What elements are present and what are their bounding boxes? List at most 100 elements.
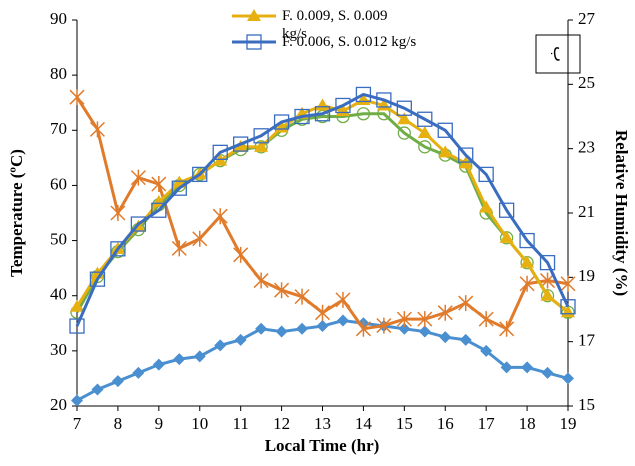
marker (499, 230, 514, 243)
marker (458, 295, 474, 312)
marker (459, 333, 472, 346)
marker (541, 366, 554, 379)
marker (417, 126, 432, 139)
x-tick-label: 11 (232, 414, 248, 433)
x-tick-label: 10 (191, 414, 208, 433)
marker (417, 311, 433, 328)
x-tick-label: 7 (73, 414, 82, 433)
marker (396, 100, 412, 116)
marker (152, 358, 165, 371)
marker (437, 304, 453, 321)
marker (439, 331, 452, 344)
series-line (75, 98, 569, 314)
marker (247, 9, 261, 21)
marker (418, 325, 431, 338)
marker (214, 339, 227, 352)
annotation: ب (550, 46, 569, 62)
marker (498, 202, 515, 218)
y-tick-label: 40 (50, 285, 67, 304)
marker (111, 375, 124, 388)
series-line (76, 319, 569, 402)
marker (151, 194, 166, 207)
legend-swatch (232, 34, 276, 50)
x-tick-label: 12 (273, 414, 290, 433)
marker (171, 240, 187, 257)
x-tick-label: 16 (437, 414, 454, 433)
marker (110, 205, 126, 221)
annotation-box (535, 34, 581, 74)
y2-tick-label: 23 (578, 138, 595, 157)
y-tick-label: 90 (50, 9, 67, 28)
y-axis-title: Temperature (ºC) (7, 149, 26, 277)
marker (418, 140, 432, 154)
y-tick-label: 30 (50, 340, 67, 359)
marker (437, 122, 453, 138)
marker (253, 272, 269, 289)
marker (376, 92, 392, 108)
marker (438, 145, 453, 158)
y2-axis-title: Relative Humidity (%) (612, 130, 631, 296)
marker (562, 372, 574, 385)
marker (480, 344, 493, 357)
marker (233, 139, 248, 152)
marker (294, 108, 310, 125)
marker (273, 114, 290, 130)
marker (91, 383, 104, 396)
marker (560, 299, 576, 315)
marker (193, 350, 206, 363)
y-tick-label: 80 (50, 64, 67, 83)
marker (255, 322, 268, 335)
marker (398, 322, 411, 335)
marker (212, 144, 228, 160)
marker (70, 299, 84, 312)
marker (314, 106, 331, 122)
marker (246, 34, 262, 50)
y2-tick-label: 19 (578, 266, 595, 285)
marker (540, 288, 555, 301)
marker (499, 320, 515, 337)
marker (234, 333, 247, 346)
y2-tick-label: 25 (578, 73, 595, 92)
marker (314, 304, 331, 321)
marker (192, 166, 208, 183)
marker (69, 318, 85, 334)
marker (151, 202, 167, 218)
marker (458, 147, 474, 163)
marker (500, 361, 513, 374)
marker (335, 97, 351, 114)
marker (89, 121, 105, 138)
marker (130, 169, 146, 186)
marker (336, 314, 349, 327)
marker (479, 200, 494, 213)
marker (89, 271, 106, 287)
marker (335, 291, 351, 308)
marker (132, 366, 145, 379)
marker (254, 139, 269, 152)
marker (294, 288, 310, 305)
y-tick-label: 60 (50, 174, 67, 193)
y-tick-label: 50 (50, 229, 67, 248)
x-tick-label: 13 (314, 414, 331, 433)
marker (478, 166, 494, 183)
marker (315, 98, 330, 111)
marker (478, 311, 494, 328)
marker (396, 311, 412, 328)
marker (110, 241, 126, 257)
marker (233, 246, 249, 263)
x-tick-label: 15 (396, 414, 413, 433)
x-tick-label: 18 (519, 414, 536, 433)
marker (171, 180, 187, 196)
x-tick-label: 19 (560, 414, 577, 433)
marker (316, 320, 329, 333)
x-axis-title: Local Time (hr) (265, 436, 380, 455)
marker (296, 322, 309, 335)
x-tick-label: 9 (155, 414, 164, 433)
marker (519, 232, 535, 249)
marker (192, 230, 208, 247)
y2-tick-label: 21 (578, 202, 595, 221)
marker (130, 216, 147, 232)
marker (151, 176, 167, 193)
y2-tick-label: 27 (578, 9, 596, 28)
marker (315, 109, 330, 124)
